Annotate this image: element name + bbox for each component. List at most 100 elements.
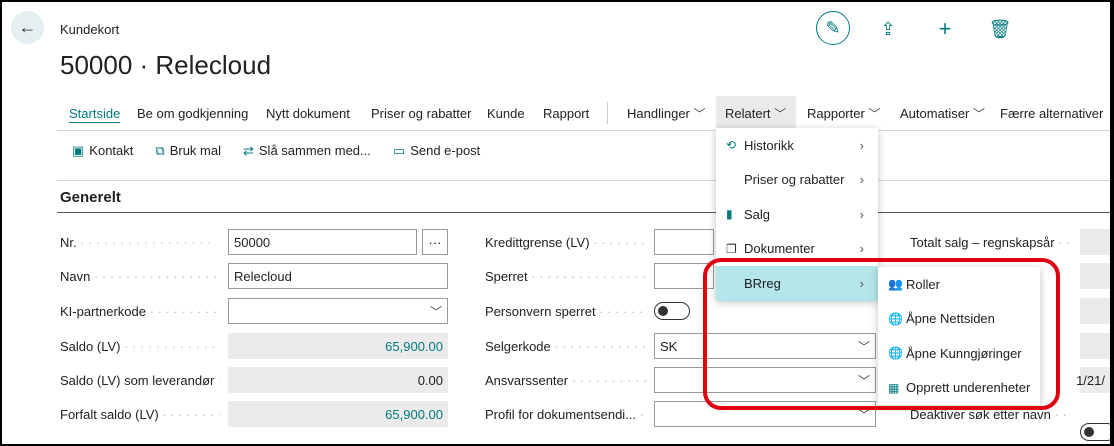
tab-rapport[interactable]: Rapport xyxy=(543,106,590,121)
tab-be-om-godkjenning[interactable]: Be om godkjenning xyxy=(137,106,249,121)
menu-item-historikk[interactable]: ⟲ Historikk › xyxy=(716,128,878,163)
chevron-right-icon: › xyxy=(859,275,864,291)
label: Åpne Kunngjøringer xyxy=(906,345,1022,361)
dropdown-field[interactable]: ﹀ xyxy=(228,298,448,324)
merge-icon: ⇄ xyxy=(242,143,254,158)
menu-item-priser[interactable]: Priser og rabatter › xyxy=(716,163,878,198)
menu-handlinger[interactable]: Handlinger ﹀ xyxy=(627,106,706,122)
field-label: Kredittgrense (LV) xyxy=(485,235,647,250)
menu-item-dokumenter[interactable]: ❐ Dokumenter › xyxy=(716,232,878,267)
menu-item-brreg[interactable]: BRreg › xyxy=(716,266,878,301)
field-label: Forfalt saldo (LV) xyxy=(60,407,220,422)
dropdown-field[interactable]: SK ﹀ xyxy=(654,333,876,359)
dropdown-field[interactable]: ﹀ xyxy=(654,401,876,427)
roles-icon: 👥 xyxy=(888,277,903,292)
label: Send e-post xyxy=(410,143,481,158)
label: Salg xyxy=(744,206,771,222)
label: Kontakt xyxy=(89,143,134,158)
globe-icon: 🌐 xyxy=(888,346,903,361)
chevron-down-icon: ﹀ xyxy=(857,407,870,422)
chevron-down-icon: ﹀ xyxy=(973,107,986,121)
menu-item-apne-nettsiden[interactable]: 🌐 Åpne Nettsiden xyxy=(878,302,1040,337)
template-icon: ⧉ xyxy=(155,143,165,158)
merge-button[interactable]: ⇄ Slå sammen med... xyxy=(243,143,371,159)
page-title: 50000 · Relecloud xyxy=(60,50,272,80)
section-title: Generelt xyxy=(60,189,121,206)
field-value: 0.00 xyxy=(417,372,443,388)
tab-nytt-dokument[interactable]: Nytt dokument xyxy=(266,106,350,121)
bruk-mal-button[interactable]: ⧉ Bruk mal xyxy=(155,143,221,159)
send-email-button[interactable]: ▭ Send e-post xyxy=(393,143,480,159)
back-arrow-icon: ← xyxy=(18,17,37,37)
field-label: Deaktiver søk etter navn xyxy=(910,407,1072,422)
fewer-options[interactable]: Færre alternativer xyxy=(1000,106,1104,121)
back-button[interactable]: ← xyxy=(11,11,44,44)
field-label: Saldo (LV) som leverandør xyxy=(60,373,220,388)
documents-icon: ❐ xyxy=(726,241,737,256)
field-input[interactable]: Relecloud xyxy=(228,263,448,289)
history-icon: ⟲ xyxy=(726,138,737,153)
field-input[interactable] xyxy=(654,229,714,255)
pencil-icon: ✎ xyxy=(825,17,841,38)
field-value: 50000 xyxy=(234,234,271,250)
related-menu: ⟲ Historikk › Priser og rabatter › ▮ Salg › ❐… xyxy=(716,128,878,301)
tab-priser-og-rabatter[interactable]: Priser og rabatter xyxy=(371,106,472,121)
field-value: Relecloud xyxy=(234,268,292,284)
field-input[interactable]: 50000 xyxy=(228,229,417,255)
field-value: 1/21/ xyxy=(1076,372,1105,388)
lookup-button[interactable]: ··· xyxy=(422,229,448,255)
share-icon: ⇪ xyxy=(880,18,896,39)
field-label: Ansvarssenter xyxy=(485,373,647,388)
brreg-submenu: 👥 Roller 🌐 Åpne Nettsiden 🌐 Åpne Kunngjørin… xyxy=(878,267,1040,405)
menu-item-apne-kunngjoringer[interactable]: 🌐 Åpne Kunngjøringer xyxy=(878,336,1040,371)
share-button[interactable]: ⇪ xyxy=(873,14,903,44)
menu-label: Handlinger xyxy=(627,106,690,121)
menu-automatiser[interactable]: Automatiser ﹀ xyxy=(900,106,985,122)
readonly-value xyxy=(1080,229,1110,255)
menu-item-salg[interactable]: ▮ Salg › xyxy=(716,197,878,232)
label: Dokumenter xyxy=(744,241,815,257)
chevron-right-icon: › xyxy=(859,241,864,257)
field-value: 65,900.00 xyxy=(385,406,443,422)
contact-card-icon: ▣ xyxy=(72,143,85,158)
new-button[interactable]: + xyxy=(930,14,960,44)
delete-button[interactable]: 🗑 xyxy=(985,14,1015,44)
menu-relatert[interactable]: Relatert ﹀ xyxy=(725,106,786,122)
chevron-right-icon: › xyxy=(859,206,864,222)
readonly-value: 65,900.00 xyxy=(228,333,448,359)
label: Opprett underenheter xyxy=(906,380,1031,396)
field-label: Totalt salg – regnskapsår xyxy=(910,235,1072,250)
label: Roller xyxy=(906,276,940,292)
field-label: Sperret xyxy=(485,269,647,284)
menu-item-roller[interactable]: 👥 Roller xyxy=(878,267,1040,302)
menu-relatert-highlight xyxy=(716,96,796,129)
dropdown-field[interactable]: ﹀ xyxy=(654,367,876,393)
org-icon: ▦ xyxy=(888,380,900,395)
label: Priser og rabatter xyxy=(744,172,845,188)
edit-button[interactable]: ✎ xyxy=(816,11,850,45)
menu-item-opprett-underenheter[interactable]: ▦ Opprett underenheter xyxy=(878,371,1040,406)
menu-rapporter[interactable]: Rapporter ﹀ xyxy=(807,106,880,122)
chevron-right-icon: › xyxy=(859,137,864,153)
ellipsis-icon: ··· xyxy=(428,234,442,250)
chevron-down-icon: ﹀ xyxy=(868,107,881,121)
kontakt-button[interactable]: ▣ Kontakt xyxy=(72,143,133,159)
sales-icon: ▮ xyxy=(726,207,733,222)
field-label: Profil for dokumentsendi... xyxy=(485,407,647,422)
field-label: Nr. xyxy=(60,235,220,250)
breadcrumb: Kundekort xyxy=(60,22,120,37)
plus-icon: + xyxy=(938,16,952,41)
tab-startside[interactable]: Startside xyxy=(69,106,121,123)
field-label: Selgerkode xyxy=(485,339,647,354)
divider xyxy=(57,180,1110,181)
field-input[interactable] xyxy=(654,263,714,289)
chevron-down-icon: ﹀ xyxy=(857,373,870,388)
label: Åpne Nettsiden xyxy=(906,311,995,327)
toggle-switch[interactable] xyxy=(1080,423,1114,441)
email-icon: ▭ xyxy=(392,143,406,158)
divider xyxy=(57,212,1110,213)
readonly-value: 65,900.00 xyxy=(228,401,448,427)
tab-kunde[interactable]: Kunde xyxy=(487,106,525,121)
toggle-switch[interactable] xyxy=(654,302,690,320)
chevron-down-icon: ﹀ xyxy=(774,107,787,121)
